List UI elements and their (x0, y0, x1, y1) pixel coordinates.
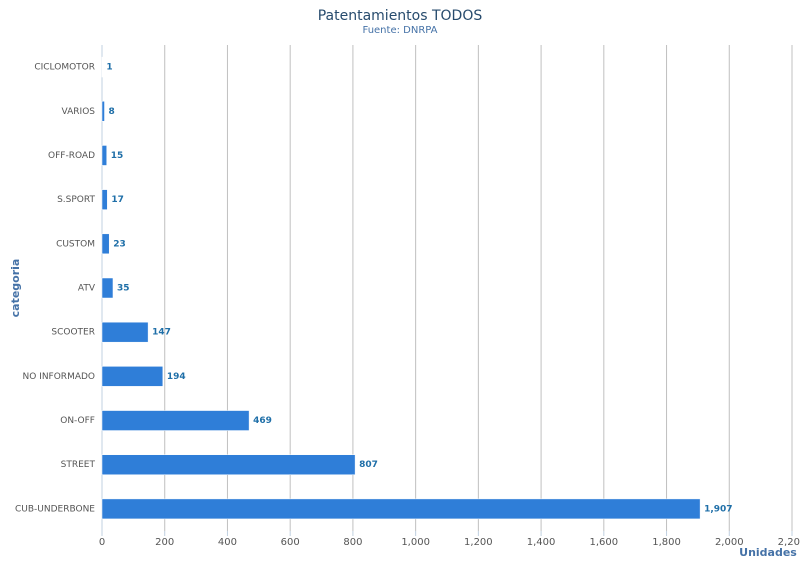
y-tick-label: CUB-UNDERBONE (15, 504, 95, 514)
x-tick-label: 1,200 (464, 537, 493, 548)
x-tick-label: 600 (281, 537, 300, 548)
bar (101, 101, 105, 122)
y-tick-label: CICLOMOTOR (34, 63, 95, 73)
x-tick-label: 1,600 (589, 537, 618, 548)
value-label: 1 (106, 63, 112, 73)
bar (101, 410, 250, 431)
value-label: 1,907 (704, 504, 732, 514)
bar (101, 277, 114, 299)
x-axis-title: Unidades (739, 546, 797, 559)
x-tick-label: 2,200 (778, 537, 800, 548)
bar (101, 233, 110, 255)
x-tick-label: 400 (218, 537, 237, 548)
x-tick-label: 800 (343, 537, 362, 548)
value-label: 35 (117, 284, 130, 294)
y-tick-label: VARIOS (62, 107, 96, 117)
value-label: 17 (111, 195, 124, 205)
bar (101, 321, 149, 343)
bar (101, 189, 108, 210)
x-tick-label: 0 (99, 537, 105, 548)
bar (101, 366, 164, 387)
y-tick-label: OFF-ROAD (48, 151, 95, 161)
y-tick-label: ON-OFF (60, 416, 95, 426)
value-label: 194 (167, 372, 186, 382)
value-label: 23 (113, 239, 126, 249)
chart-subtitle: Fuente: DNRPA (362, 25, 437, 36)
x-tick-label: 1,800 (652, 537, 681, 548)
y-axis-title: categoria (9, 259, 22, 318)
value-label: 807 (359, 460, 378, 470)
y-tick-label: ATV (78, 284, 96, 294)
x-tick-label: 1,400 (527, 537, 556, 548)
bar (101, 454, 356, 475)
value-label: 469 (253, 416, 272, 426)
y-tick-label: SCOOTER (51, 328, 95, 338)
bar (101, 498, 701, 520)
y-tick-label: S.SPORT (57, 195, 95, 205)
value-label: 8 (109, 107, 115, 117)
y-tick-label: STREET (61, 460, 96, 470)
x-tick-label: 2,000 (715, 537, 744, 548)
value-label: 147 (152, 328, 171, 338)
x-tick-label: 1,000 (401, 537, 430, 548)
y-tick-label: CUSTOM (56, 239, 95, 249)
chart-title: Patentamientos TODOS (318, 8, 483, 24)
y-tick-label: NO INFORMADO (22, 372, 95, 382)
value-label: 15 (111, 151, 124, 161)
x-tick-label: 200 (155, 537, 174, 548)
bar (101, 145, 107, 166)
